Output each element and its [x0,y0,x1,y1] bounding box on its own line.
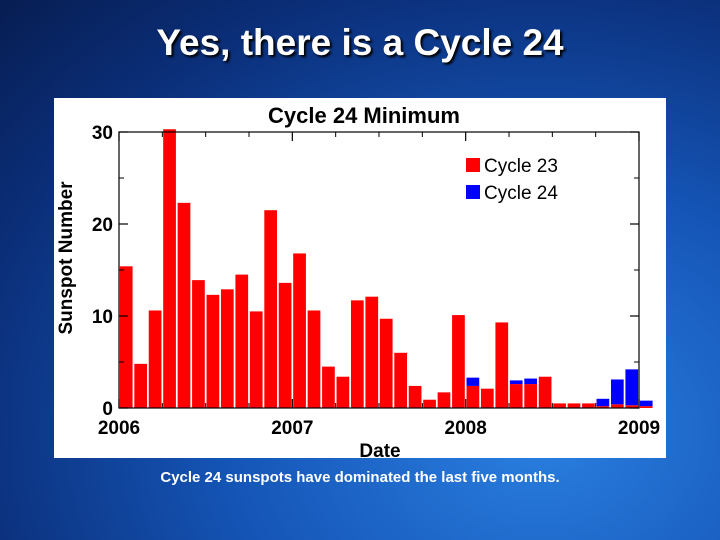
legend: Cycle 23 Cycle 24 [466,156,558,204]
slide-title: Yes, there is a Cycle 24 [156,22,564,63]
bar-cycle23 [206,294,220,408]
x-tick-label: 2006 [98,418,140,439]
bar-cycle23 [293,253,306,408]
bar-cycle23 [495,322,509,408]
bar-cycle23 [264,210,278,408]
bar-cycle23 [567,403,581,408]
bar-cycle23 [553,403,566,408]
bar-cycle23 [192,280,205,408]
legend-label: Cycle 23 [484,156,558,177]
bar-cycle23 [379,318,393,408]
legend-swatch [466,185,480,199]
y-axis-label: Sunspot Number [56,181,77,335]
bar-cycle23 [437,392,451,408]
bar-cycle23 [249,311,263,408]
bar-cycle23 [509,384,523,408]
bar-cycle23 [610,404,624,408]
bar-cycle23 [163,129,176,409]
chart-title: Cycle 24 Minimum [268,103,460,128]
bar-cycle23 [148,310,162,408]
bar-cycle24 [596,398,610,407]
bar-cycle23 [336,376,350,408]
bar-cycle23 [582,403,595,408]
bar-cycle23 [220,289,234,408]
legend-label: Cycle 24 [484,183,558,204]
y-tick-label: 0 [102,399,113,420]
bar-cycle23 [322,366,335,408]
bar-cycle23 [119,266,133,408]
bar-group [119,129,653,409]
axes-group: 0 10 20 30 2006 2007 2008 2009 [92,123,660,439]
legend-swatch [466,158,480,172]
bar-cycle23 [423,399,436,408]
bar-cycle23 [639,406,653,408]
bar-cycle23 [466,385,480,408]
bar-cycle23 [307,310,321,408]
bar-cycle24 [610,379,624,405]
bar-cycle24 [639,400,653,407]
x-tick-label: 2009 [618,418,660,439]
bar-cycle24 [625,369,639,406]
bar-cycle23 [452,315,465,408]
bar-cycle23 [350,300,364,408]
bar-cycle23 [625,405,639,408]
bar-cycle23 [365,296,379,408]
bar-cycle23 [480,388,494,408]
y-tick-label: 30 [92,123,113,144]
chart-panel: Cycle 24 Minimum Sunspot Number Date 0 10… [54,98,666,458]
y-tick-label: 10 [92,307,113,328]
x-tick-label: 2008 [445,418,487,439]
bar-cycle23 [596,406,610,408]
bar-cycle23 [177,202,191,408]
bar-cycle24 [466,377,480,386]
slide-caption: Cycle 24 sunspots have dominated the las… [160,469,560,486]
bar-cycle24 [509,380,523,385]
bar-cycle23 [524,384,538,408]
sunspot-chart: Cycle 24 Minimum Sunspot Number Date 0 10… [56,103,660,458]
bar-cycle23 [278,282,292,408]
y-tick-label: 20 [92,215,113,236]
bar-cycle23 [134,363,148,408]
bar-cycle23 [538,376,552,408]
bar-cycle23 [394,352,408,408]
bar-cycle23 [235,274,249,408]
x-axis-label: Date [359,441,400,458]
bar-cycle24 [524,378,538,385]
bar-cycle23 [408,385,422,408]
x-tick-label: 2007 [271,418,313,439]
